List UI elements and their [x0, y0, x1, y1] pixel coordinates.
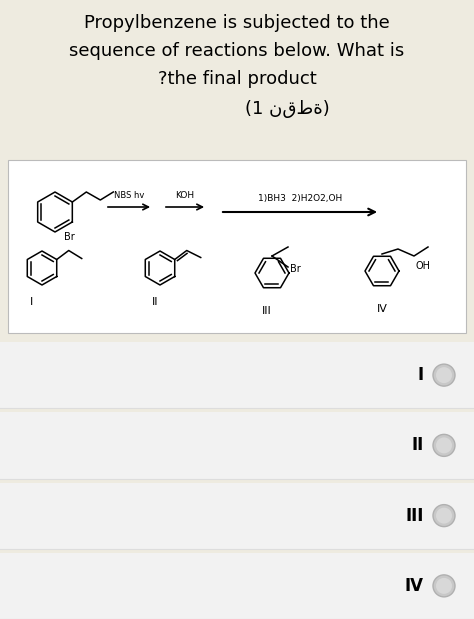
Text: 1)BH3  2)H2O2,OH: 1)BH3 2)H2O2,OH	[258, 194, 342, 203]
Text: (1 نقطة): (1 نقطة)	[245, 100, 329, 118]
Text: IV: IV	[376, 304, 387, 314]
Text: Br: Br	[64, 232, 74, 241]
Text: KOH: KOH	[175, 191, 194, 200]
Circle shape	[436, 438, 452, 453]
Text: II: II	[412, 436, 424, 454]
Circle shape	[433, 504, 455, 527]
Circle shape	[436, 508, 452, 524]
Bar	[8, 160, 466, 333]
Text: I: I	[418, 366, 424, 384]
Text: OH: OH	[416, 261, 431, 271]
Circle shape	[433, 364, 455, 386]
Bar	[0, 553, 474, 619]
Text: sequence of reactions below. What is: sequence of reactions below. What is	[69, 42, 405, 60]
Circle shape	[436, 578, 452, 594]
Text: Propylbenzene is subjected to the: Propylbenzene is subjected to the	[84, 14, 390, 32]
Text: NBS hv: NBS hv	[114, 191, 144, 200]
Text: II: II	[152, 297, 158, 307]
Text: Br: Br	[290, 264, 301, 274]
Bar	[0, 482, 474, 549]
Bar	[0, 412, 474, 478]
Text: I: I	[30, 297, 34, 307]
Circle shape	[433, 435, 455, 456]
Text: IV: IV	[405, 577, 424, 595]
Circle shape	[436, 367, 452, 383]
Bar	[0, 342, 474, 409]
Text: III: III	[262, 306, 272, 316]
Circle shape	[433, 575, 455, 597]
Text: ?the final product: ?the final product	[158, 70, 316, 88]
Bar	[0, 0, 474, 157]
Text: III: III	[406, 506, 424, 525]
